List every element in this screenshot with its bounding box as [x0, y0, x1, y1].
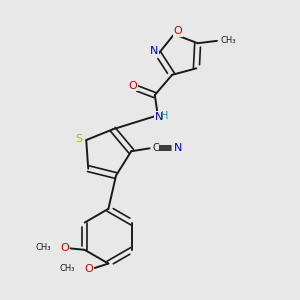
Text: C: C [152, 143, 159, 153]
Text: O: O [60, 243, 69, 253]
Text: CH₃: CH₃ [59, 264, 75, 273]
Text: CH₃: CH₃ [35, 243, 50, 252]
Text: S: S [76, 134, 83, 144]
Text: N: N [174, 143, 182, 153]
Text: O: O [84, 264, 93, 274]
Text: CH₃: CH₃ [221, 36, 236, 45]
Text: H: H [160, 111, 168, 121]
Text: O: O [174, 26, 182, 36]
Text: O: O [129, 81, 137, 91]
Text: N: N [155, 112, 163, 122]
Text: N: N [150, 46, 158, 56]
